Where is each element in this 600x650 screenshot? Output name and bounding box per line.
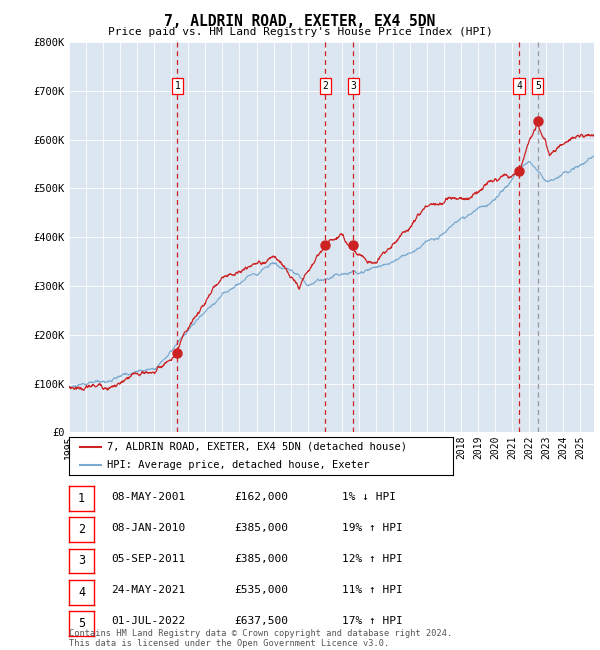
Text: £385,000: £385,000 (234, 523, 288, 533)
Text: 7, ALDRIN ROAD, EXETER, EX4 5DN: 7, ALDRIN ROAD, EXETER, EX4 5DN (164, 14, 436, 29)
Text: 3: 3 (350, 81, 356, 91)
Text: 5: 5 (78, 617, 85, 630)
Text: 3: 3 (78, 554, 85, 567)
Text: 2: 2 (322, 81, 328, 91)
Text: £637,500: £637,500 (234, 616, 288, 627)
Text: 05-SEP-2011: 05-SEP-2011 (111, 554, 185, 564)
Text: Contains HM Land Registry data © Crown copyright and database right 2024.
This d: Contains HM Land Registry data © Crown c… (69, 629, 452, 648)
Text: 1% ↓ HPI: 1% ↓ HPI (342, 491, 396, 502)
Text: Price paid vs. HM Land Registry's House Price Index (HPI): Price paid vs. HM Land Registry's House … (107, 27, 493, 37)
Text: £385,000: £385,000 (234, 554, 288, 564)
Text: 4: 4 (78, 586, 85, 599)
Text: 17% ↑ HPI: 17% ↑ HPI (342, 616, 403, 627)
Text: 1: 1 (175, 81, 181, 91)
Text: £535,000: £535,000 (234, 585, 288, 595)
Text: 24-MAY-2021: 24-MAY-2021 (111, 585, 185, 595)
Text: 1: 1 (78, 492, 85, 505)
Text: 01-JUL-2022: 01-JUL-2022 (111, 616, 185, 627)
Text: 2: 2 (78, 523, 85, 536)
Text: HPI: Average price, detached house, Exeter: HPI: Average price, detached house, Exet… (107, 460, 370, 470)
Text: 5: 5 (535, 81, 541, 91)
Text: 11% ↑ HPI: 11% ↑ HPI (342, 585, 403, 595)
Text: 08-JAN-2010: 08-JAN-2010 (111, 523, 185, 533)
Text: 7, ALDRIN ROAD, EXETER, EX4 5DN (detached house): 7, ALDRIN ROAD, EXETER, EX4 5DN (detache… (107, 442, 407, 452)
Text: 08-MAY-2001: 08-MAY-2001 (111, 491, 185, 502)
Text: 19% ↑ HPI: 19% ↑ HPI (342, 523, 403, 533)
Text: £162,000: £162,000 (234, 491, 288, 502)
Text: 4: 4 (516, 81, 522, 91)
Text: 12% ↑ HPI: 12% ↑ HPI (342, 554, 403, 564)
